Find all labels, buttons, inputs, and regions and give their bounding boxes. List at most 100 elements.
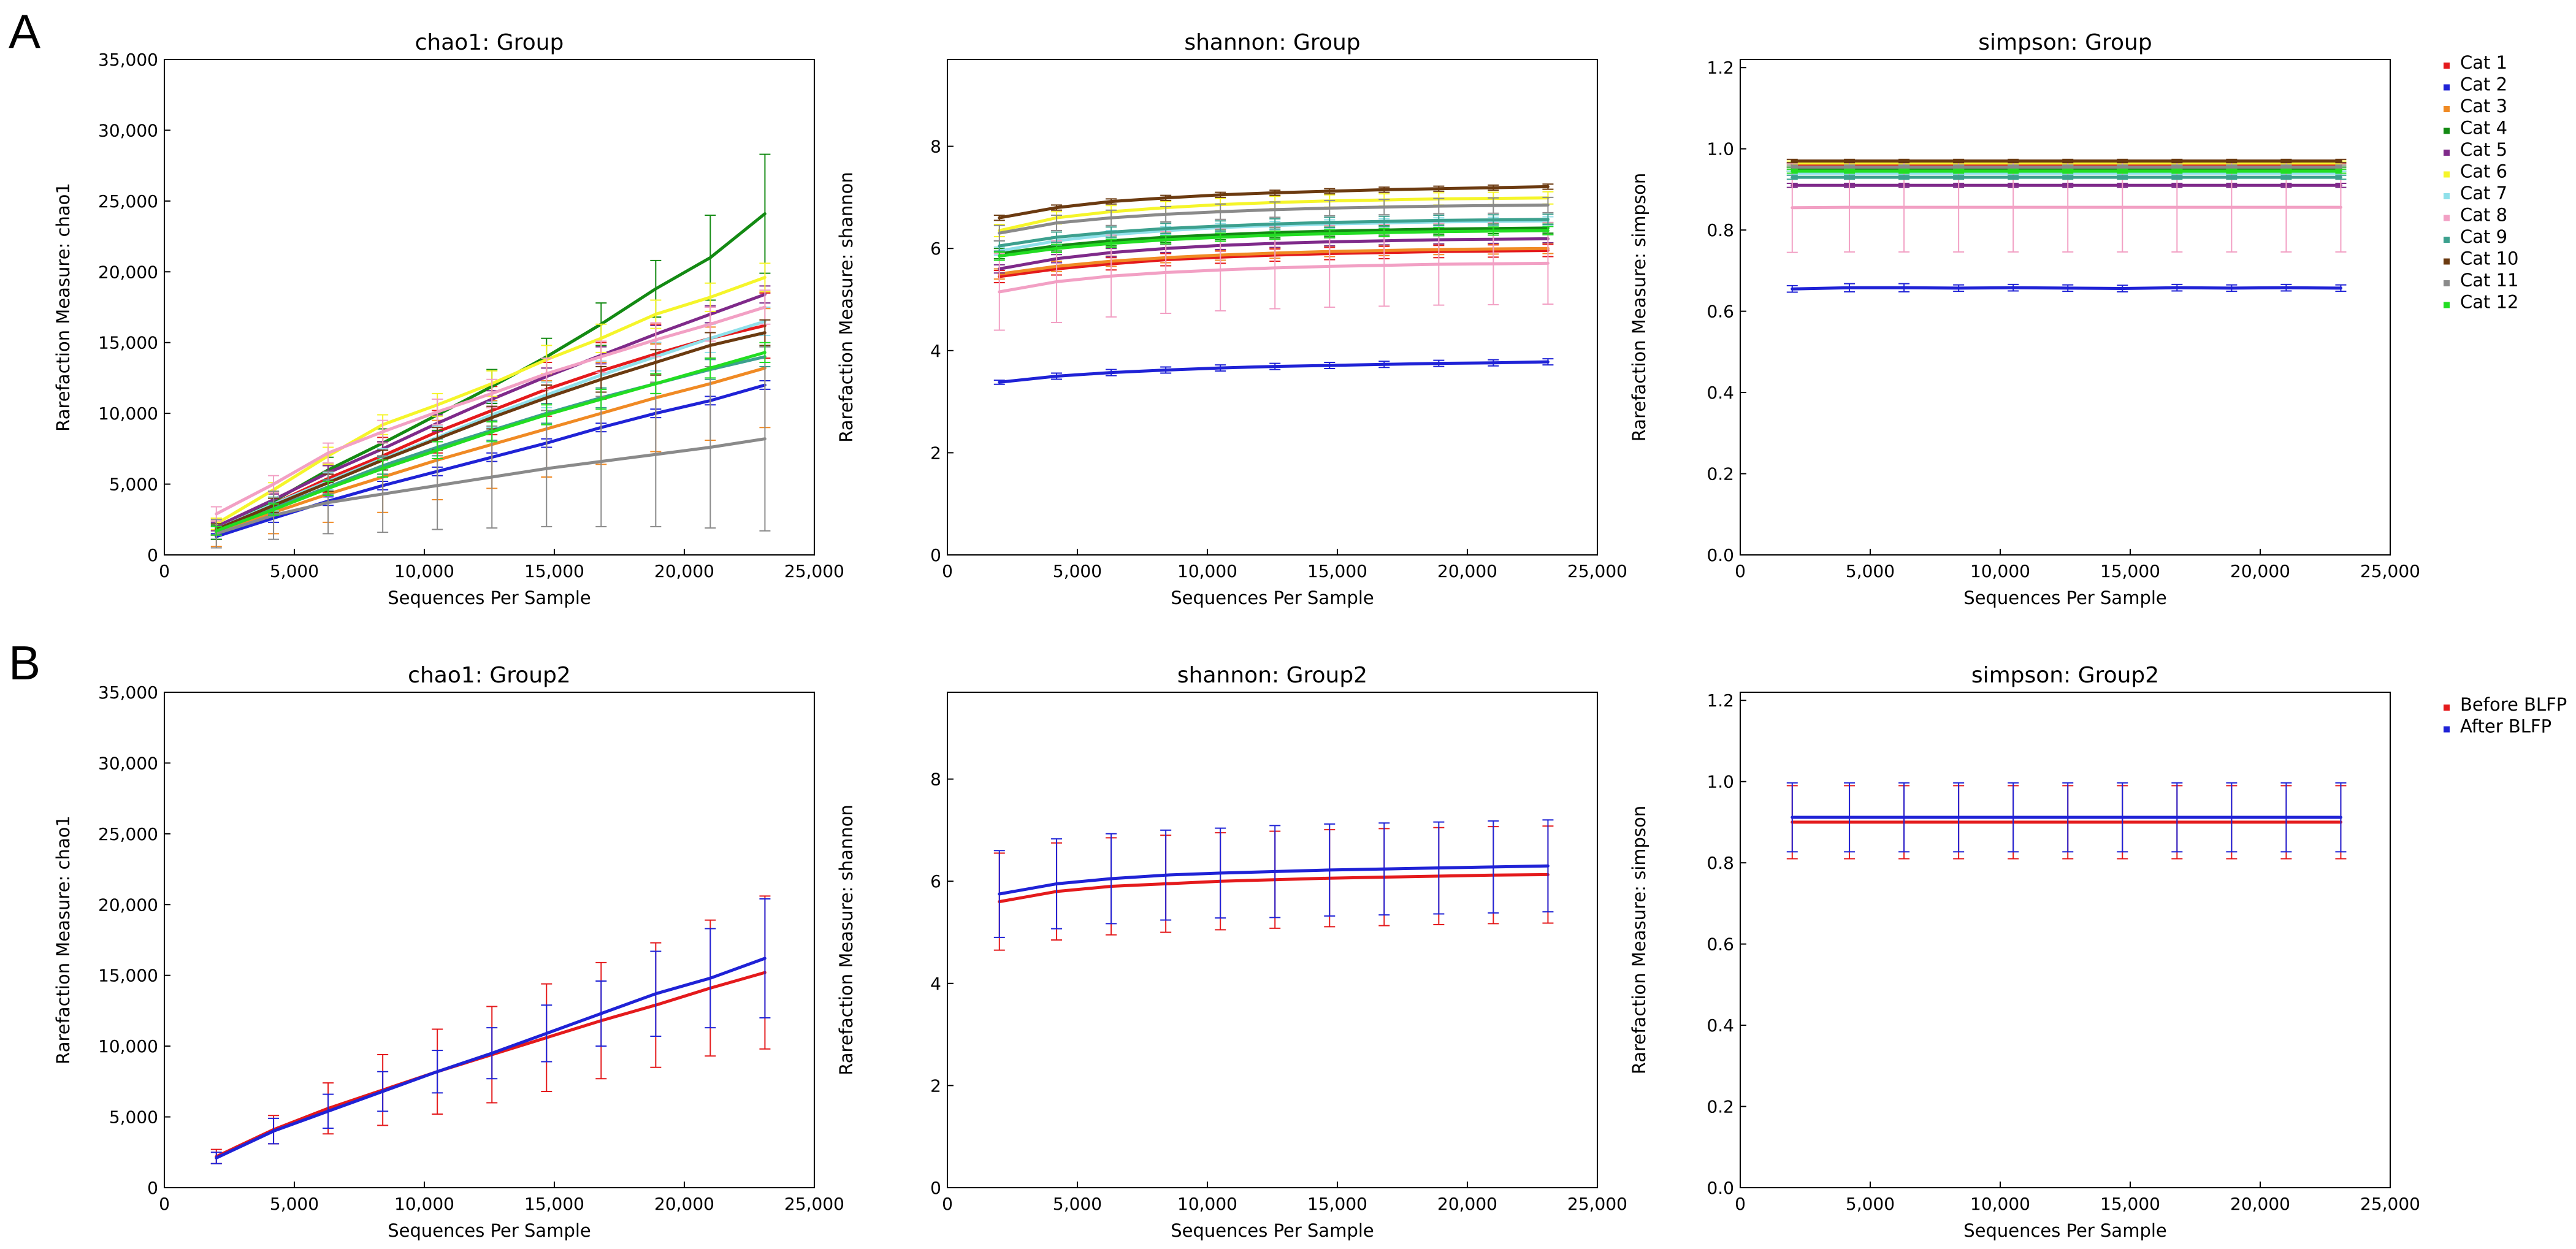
- series-line: [215, 351, 766, 533]
- y-tick-label: 20,000: [98, 895, 158, 915]
- legend-swatch: [2444, 280, 2450, 286]
- x-tick-label: 20,000: [1437, 561, 1497, 581]
- x-tick-label: 15,000: [2100, 561, 2160, 581]
- series-line: [998, 864, 1550, 896]
- plot-frame: [1740, 59, 2391, 556]
- x-axis-label: Sequences Per Sample: [1171, 1220, 1374, 1241]
- x-tick-label: 5,000: [1053, 1194, 1102, 1214]
- y-tick-label: 35,000: [98, 682, 158, 703]
- y-tick-label: 10,000: [98, 403, 158, 424]
- series-line: [998, 203, 1550, 235]
- x-tick-label: 25,000: [2360, 561, 2420, 581]
- series-line: [215, 305, 766, 516]
- series-2: [1786, 782, 2347, 853]
- y-tick-label: 0: [930, 545, 941, 565]
- y-tick-label: 25,000: [98, 191, 158, 212]
- y-tick-label: 25,000: [98, 824, 158, 844]
- y-tick-label: 0.8: [1707, 220, 1734, 240]
- series-10: [993, 183, 1554, 221]
- series-10: [1786, 158, 2347, 164]
- chart-title: simpson: Group2: [1971, 663, 2159, 688]
- chart-title: shannon: Group: [1184, 30, 1360, 55]
- y-tick-label: 0.2: [1707, 1097, 1734, 1117]
- x-tick-label: 10,000: [394, 1194, 454, 1214]
- legend-swatch: [2444, 215, 2450, 221]
- x-tick-label: 20,000: [654, 561, 714, 581]
- y-tick-label: 0.0: [1707, 1178, 1734, 1198]
- x-tick-label: 0: [1735, 1194, 1746, 1214]
- y-tick-label: 1.2: [1707, 58, 1734, 78]
- y-tick-label: 0.8: [1707, 853, 1734, 873]
- legend-label: Cat 9: [2460, 226, 2507, 247]
- y-axis-label: Rarefaction Measure: simpson: [1629, 806, 1649, 1074]
- legend-label: Cat 11: [2460, 270, 2519, 291]
- series-5: [1786, 183, 2347, 188]
- y-tick-label: 0: [147, 545, 158, 565]
- legend-swatch: [2444, 726, 2450, 733]
- legend-label: Cat 4: [2460, 118, 2507, 139]
- legend-swatch: [2444, 84, 2450, 91]
- series-line: [998, 185, 1550, 220]
- legend-label: Before BLFP: [2460, 694, 2567, 715]
- series-line: [215, 331, 766, 531]
- y-axis-label: Rarefaction Measure: chao1: [53, 183, 74, 432]
- series-line: [215, 437, 766, 535]
- y-tick-label: 0.4: [1707, 383, 1734, 403]
- legend-label: Cat 3: [2460, 96, 2507, 116]
- x-tick-label: 10,000: [1970, 1194, 2030, 1214]
- x-tick-label: 10,000: [1177, 561, 1237, 581]
- legend-label: Cat 8: [2460, 205, 2507, 226]
- series-11: [993, 196, 1554, 242]
- chart-title: simpson: Group: [1978, 30, 2152, 55]
- panel-letter-b: B: [9, 636, 40, 690]
- series-line: [998, 229, 1550, 258]
- x-axis-label: Sequences Per Sample: [388, 587, 591, 608]
- x-tick-label: 25,000: [2360, 1194, 2420, 1214]
- x-tick-label: 0: [942, 1194, 953, 1214]
- plot-frame: [1740, 692, 2391, 1188]
- x-tick-label: 25,000: [1567, 1194, 1627, 1214]
- series-12: [210, 342, 771, 536]
- x-tick-label: 25,000: [784, 561, 844, 581]
- x-tick-label: 0: [159, 1194, 170, 1214]
- y-tick-label: 1.2: [1707, 690, 1734, 711]
- x-tick-label: 25,000: [1567, 561, 1627, 581]
- series-12: [993, 226, 1554, 261]
- legend-swatch: [2444, 63, 2450, 69]
- legend-swatch: [2444, 128, 2450, 134]
- y-tick-label: 6: [930, 871, 941, 892]
- series-2: [993, 358, 1554, 385]
- legend-swatch: [2444, 150, 2450, 156]
- series-2: [993, 819, 1554, 938]
- x-axis-label: Sequences Per Sample: [1963, 1220, 2167, 1241]
- x-tick-label: 20,000: [2230, 1194, 2290, 1214]
- plot-frame: [164, 59, 815, 556]
- series-8: [993, 221, 1554, 331]
- x-tick-label: 15,000: [524, 561, 584, 581]
- x-axis-label: Sequences Per Sample: [388, 1220, 591, 1241]
- legend-label: Cat 6: [2460, 161, 2507, 182]
- y-tick-label: 35,000: [98, 50, 158, 70]
- legend-label: After BLFP: [2460, 716, 2551, 737]
- x-tick-label: 15,000: [524, 1194, 584, 1214]
- x-tick-label: 0: [159, 561, 170, 581]
- legend-swatch: [2444, 171, 2450, 178]
- y-tick-label: 10,000: [98, 1036, 158, 1056]
- series-line: [998, 218, 1550, 248]
- series-line: [998, 261, 1550, 294]
- series-9: [1786, 174, 2347, 180]
- x-tick-label: 10,000: [1177, 1194, 1237, 1214]
- y-tick-label: 8: [930, 137, 941, 157]
- series-line: [1791, 205, 2342, 210]
- y-tick-label: 2: [930, 443, 941, 463]
- y-tick-label: 30,000: [98, 120, 158, 140]
- legend-label: Cat 7: [2460, 183, 2507, 204]
- series-12: [1786, 168, 2347, 174]
- x-tick-label: 0: [1735, 561, 1746, 581]
- y-tick-label: 8: [930, 770, 941, 790]
- plot-frame: [947, 59, 1598, 556]
